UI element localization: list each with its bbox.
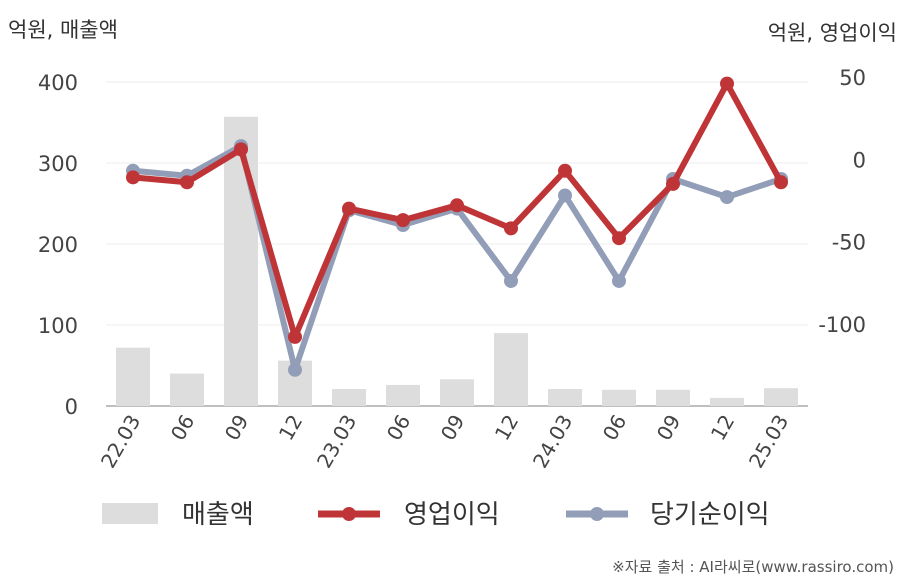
net-income-point-11 — [720, 190, 734, 205]
left-tick-label-0: 0 — [65, 395, 78, 419]
operating-profit-point-4 — [342, 201, 356, 216]
x-tick-label-4: 23.03 — [312, 411, 361, 473]
legend-label-revenue: 매출액 — [182, 500, 254, 530]
x-tick-label-5: 06 — [382, 411, 416, 445]
x-tick-label-11: 12 — [706, 411, 740, 445]
x-tick-label-9: 06 — [598, 411, 632, 445]
x-tick-label-10: 09 — [652, 411, 686, 445]
x-tick-label-8: 24.03 — [528, 411, 577, 473]
revenue-bar-10 — [656, 389, 690, 406]
right-tick-label-1: -50 — [832, 231, 866, 255]
revenue-bar-6 — [440, 379, 474, 406]
x-tick-label-3: 12 — [274, 411, 308, 445]
operating-profit-point-11 — [720, 76, 734, 91]
right-axis-unit: 억원, 영업이익 — [768, 21, 897, 45]
operating-profit-point-3 — [288, 329, 302, 344]
left-tick-label-3: 300 — [38, 152, 78, 176]
right-tick-label-2: 0 — [853, 148, 866, 172]
operating-profit-point-8 — [558, 163, 572, 178]
x-tick-label-12: 25.03 — [744, 411, 793, 473]
revenue-bar-12 — [764, 388, 798, 406]
revenue-bar-4 — [332, 388, 366, 406]
operating-profit-point-0 — [126, 170, 140, 185]
net-income-point-8 — [558, 188, 572, 203]
revenue-bar-11 — [710, 397, 744, 406]
operating-profit-point-5 — [396, 213, 410, 228]
operating-profit-point-12 — [774, 175, 788, 190]
right-tick-label-3: 50 — [839, 66, 866, 90]
net-income-point-7 — [504, 273, 518, 288]
source-note: ※자료 출처 : AI라씨로(www.rassiro.com) — [612, 558, 894, 576]
operating-profit-point-1 — [180, 175, 194, 190]
x-tick-label-2: 09 — [220, 411, 254, 445]
revenue-bar-2 — [224, 116, 258, 406]
left-tick-label-4: 400 — [38, 71, 78, 95]
net-income-point-9 — [612, 273, 626, 288]
revenue-bar-8 — [548, 388, 582, 406]
revenue-bars — [116, 116, 798, 406]
x-axis-ticks: 22.03 06 09 12 23.03 06 09 12 24.03 06 09 12 25.03 — [96, 411, 793, 473]
x-tick-label-1: 06 — [166, 411, 200, 445]
operating-profit-point-6 — [450, 198, 464, 213]
legend-label-operating-profit: 영업이익 — [404, 500, 500, 530]
operating-profit-point-9 — [612, 231, 626, 246]
x-tick-label-6: 09 — [436, 411, 470, 445]
revenue-bar-5 — [386, 384, 420, 406]
revenue-bar-9 — [602, 389, 636, 406]
legend-swatch-revenue — [102, 503, 158, 524]
operating-profit-point-2 — [234, 142, 248, 157]
revenue-bar-7 — [494, 333, 528, 406]
operating-profit-point-10 — [666, 176, 680, 191]
legend: 매출액 영업이익 당기순이익 — [102, 500, 770, 530]
net-income-point-3 — [288, 362, 302, 377]
right-tick-label-0: -100 — [818, 313, 866, 337]
operating-profit-point-7 — [504, 221, 518, 236]
legend-marker-net-income — [590, 507, 604, 521]
left-tick-label-1: 100 — [38, 314, 78, 338]
left-axis-unit: 억원, 매출액 — [8, 18, 118, 42]
x-tick-label-0: 22.03 — [96, 411, 145, 473]
x-tick-label-7: 12 — [490, 411, 524, 445]
revenue-bar-0 — [116, 347, 150, 406]
right-axis-ticks: -100 -50 0 50 — [818, 66, 866, 337]
legend-marker-operating-profit — [342, 507, 356, 521]
left-tick-label-2: 200 — [38, 233, 78, 257]
profit-lines — [126, 76, 788, 377]
left-axis-ticks: 0 100 200 300 400 — [38, 71, 78, 419]
legend-label-net-income: 당기순이익 — [650, 500, 770, 530]
revenue-bar-1 — [170, 373, 204, 406]
